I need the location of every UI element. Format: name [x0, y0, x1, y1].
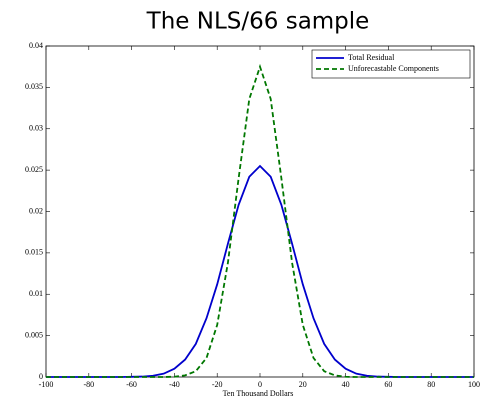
y-tick-label: 0.02 — [29, 206, 43, 215]
line-series — [46, 164, 474, 378]
x-tick-label: 60 — [384, 380, 392, 389]
y-tick-label: 0.01 — [29, 289, 43, 298]
y-tick-label: 0.005 — [25, 330, 43, 339]
y-tick-label: 0.015 — [25, 248, 43, 257]
y-tick-label: 0.04 — [29, 41, 43, 50]
legend-label: Total Residual — [348, 53, 395, 62]
x-tick-label: -60 — [126, 380, 137, 389]
line-series — [46, 63, 474, 378]
x-tick-label: 40 — [342, 380, 350, 389]
chart-title: The NLS/66 sample — [146, 9, 370, 35]
x-axis-label: Ten Thousand Dollars — [223, 389, 294, 398]
y-tick-label: 0.03 — [29, 124, 43, 133]
x-tick-label: 80 — [427, 380, 435, 389]
x-tick-label: 0 — [258, 380, 262, 389]
x-tick-label: -40 — [169, 380, 180, 389]
x-tick-label: 20 — [299, 380, 307, 389]
x-tick-label: 100 — [468, 380, 480, 389]
x-tick-label: -100 — [39, 380, 54, 389]
x-tick-label: -20 — [212, 380, 223, 389]
y-tick-label: 0.025 — [25, 165, 43, 174]
x-tick-label: -80 — [83, 380, 94, 389]
y-tick-label: 0 — [39, 372, 43, 381]
plot-frame — [45, 45, 475, 378]
legend-box — [311, 49, 471, 79]
legend-label: Unforecastable Components — [348, 64, 439, 73]
y-tick-label: 0.035 — [25, 82, 43, 91]
